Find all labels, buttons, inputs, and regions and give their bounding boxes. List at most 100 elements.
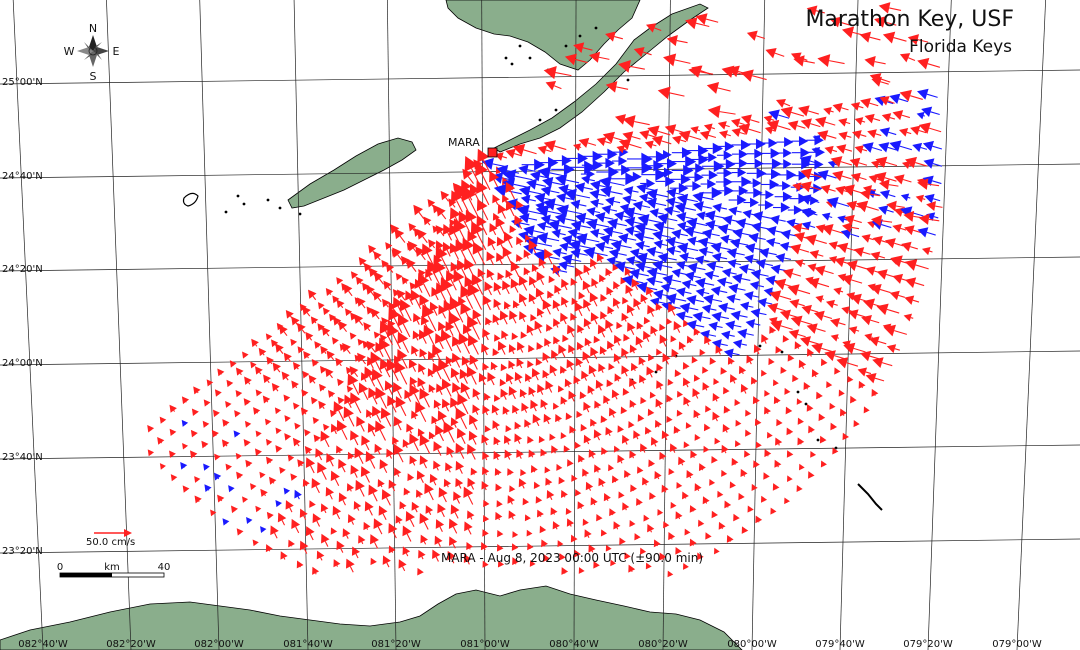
current-vector-shaft [803,60,815,64]
current-vector-head [775,437,783,446]
current-vector-shaft [405,281,408,284]
current-vector-head [723,405,731,414]
current-vector-shaft [869,193,880,197]
current-vector-head [584,529,592,538]
current-vector-head [182,443,189,450]
current-vector-head [600,529,608,537]
current-vector-head [657,86,671,100]
current-vector-head [835,185,846,196]
current-vector-shaft [386,497,391,506]
current-vector-shaft [522,283,528,291]
current-vector-head [600,185,612,198]
current-vector-head [702,496,710,505]
current-vector-head [269,476,277,485]
current-vector-head [774,278,787,291]
current-vector-head [665,197,676,207]
current-vector-shaft [397,473,400,477]
current-vector-shaft [714,215,725,219]
current-vector-head [460,302,472,315]
longitude-line [927,0,952,650]
current-vector-head [236,471,244,480]
current-vector-head [322,307,331,316]
current-vector-head [871,160,880,169]
current-vector-head [860,350,872,362]
current-vector-head [674,202,687,214]
current-vector-shaft [643,449,646,453]
current-vector-shaft [346,535,349,539]
current-vector-head [589,228,600,239]
current-vector-shaft [383,466,388,474]
current-vector-head [666,394,674,403]
current-vector-head [636,321,644,330]
current-vector-head [657,508,664,516]
current-vector-head [862,142,874,153]
current-vector-head [624,469,631,478]
current-vector-head [449,207,461,220]
longitude-label: 081°20'W [371,639,421,650]
current-vector-shaft [314,321,317,324]
current-vector-shaft [783,102,791,107]
current-vector-shaft [737,288,746,291]
current-vector-head [786,169,797,181]
current-vector-shaft [761,215,772,219]
current-vector-head [924,193,935,204]
current-vector-head [879,189,890,200]
current-vector-head [368,484,378,496]
current-vector-head [715,345,723,354]
current-vector-shaft [777,125,791,131]
current-vector-head [648,459,656,468]
current-vector-head [391,249,399,257]
current-vector-shaft [471,374,477,385]
current-vector-head [347,514,356,524]
current-vector-head [584,337,592,347]
current-vector-head [656,363,664,372]
current-vector-shaft [301,329,306,334]
current-vector-shaft [225,444,228,447]
current-vector-head [659,323,666,332]
current-vector-head [684,271,695,282]
current-vector-head [292,361,301,371]
current-vector-head [662,274,673,286]
current-vector-shaft [386,562,390,568]
current-vector-shaft [875,133,882,137]
current-vector-head [194,495,202,504]
current-vector-head [420,534,429,544]
current-vector-shaft [828,60,845,65]
current-vector-head [721,330,731,340]
current-vector-shaft [197,391,199,394]
current-vector-head [773,396,781,405]
current-vector-head [549,433,556,441]
current-vector-shaft [715,265,724,269]
current-vector-head [373,331,381,339]
current-vector-shaft [674,241,685,245]
current-vector-shaft [710,308,717,311]
current-vector-head [871,388,879,397]
current-vector-shaft [624,319,627,322]
current-vector-shaft [376,378,384,391]
current-vector-shaft [404,308,412,322]
current-vector-head [481,157,494,170]
current-vector-head [729,374,738,383]
current-vector-head [632,200,643,211]
current-vector-head [678,182,689,194]
current-vector-head [622,296,629,305]
latitude-label: 25°00'N [2,77,43,88]
current-vector-head [588,364,597,375]
current-vector-shaft [464,390,470,400]
current-vector-head [728,206,738,216]
current-vector-head [514,215,523,226]
current-vector-head [812,134,821,143]
current-vector-shaft [547,210,564,216]
current-vector-head [519,213,530,224]
current-vector-head [806,5,818,16]
current-vector-head [738,185,749,197]
current-vector-head [435,246,448,261]
current-vector-shaft [765,302,773,305]
current-vector-head [646,23,657,33]
current-vector-shaft [673,449,676,453]
current-vector-shaft [728,238,735,242]
current-vector-shaft [495,411,498,416]
current-vector-shaft [422,355,426,360]
current-vector-head [520,331,528,339]
current-vector-shaft [473,293,483,310]
